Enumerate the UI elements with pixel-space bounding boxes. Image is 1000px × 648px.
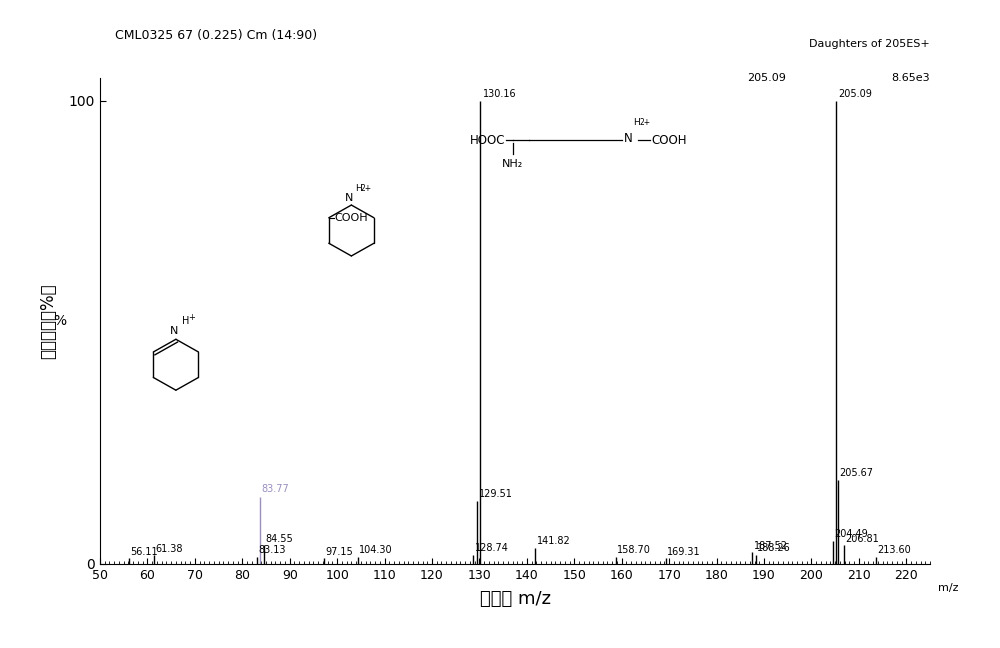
Text: 2+: 2+ (361, 185, 372, 194)
Text: 130.16: 130.16 (483, 89, 516, 98)
Text: 2+: 2+ (640, 119, 651, 127)
Text: 169.31: 169.31 (667, 547, 701, 557)
X-axis label: 质荷比 m/z: 质荷比 m/z (480, 590, 550, 608)
Text: 213.60: 213.60 (877, 546, 911, 555)
Text: N: N (624, 132, 633, 145)
Text: 205.67: 205.67 (840, 468, 874, 478)
Text: 61.38: 61.38 (155, 544, 183, 554)
Y-axis label: 相对丰度（%）: 相对丰度（%） (40, 283, 58, 358)
Text: H: H (355, 185, 362, 194)
Text: COOH: COOH (334, 213, 368, 223)
Text: Daughters of 205ES+: Daughters of 205ES+ (809, 39, 930, 49)
Text: 188.26: 188.26 (757, 543, 791, 553)
Text: 128.74: 128.74 (475, 543, 509, 553)
Text: 8.65e3: 8.65e3 (891, 73, 930, 83)
Text: 56.11: 56.11 (130, 547, 158, 557)
Text: 83.13: 83.13 (259, 546, 286, 555)
Text: +: + (188, 313, 195, 321)
Text: N: N (170, 325, 179, 336)
Text: N: N (345, 192, 353, 203)
Text: NH₂: NH₂ (502, 159, 523, 168)
Text: 206.81: 206.81 (845, 534, 879, 544)
Text: HOOC: HOOC (470, 133, 506, 146)
Text: CML0325 67 (0.225) Cm (14:90): CML0325 67 (0.225) Cm (14:90) (115, 29, 317, 42)
Text: COOH: COOH (651, 133, 687, 146)
Text: 83.77: 83.77 (262, 484, 289, 494)
Text: 158.70: 158.70 (617, 546, 651, 555)
Text: %: % (54, 314, 67, 328)
Text: 204.49: 204.49 (834, 529, 868, 539)
Text: 97.15: 97.15 (325, 547, 353, 557)
Text: 129.51: 129.51 (479, 489, 512, 499)
Text: 205.09: 205.09 (838, 89, 872, 98)
Text: H: H (182, 316, 189, 327)
Text: m/z: m/z (938, 583, 959, 593)
Text: H: H (634, 119, 640, 127)
Text: 104.30: 104.30 (359, 546, 393, 555)
Text: 205.09: 205.09 (747, 73, 786, 83)
Text: 84.55: 84.55 (265, 534, 293, 544)
Text: 187.52: 187.52 (754, 541, 788, 551)
Text: 141.82: 141.82 (537, 536, 571, 546)
